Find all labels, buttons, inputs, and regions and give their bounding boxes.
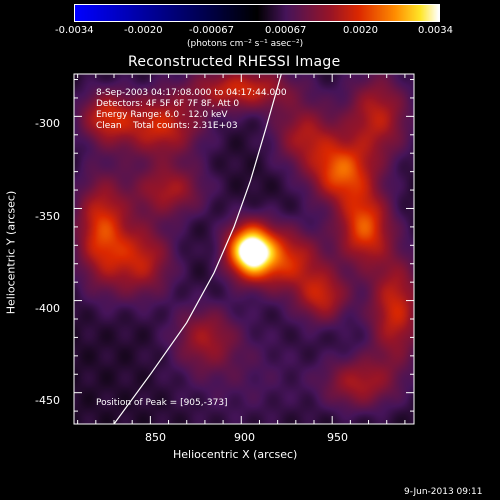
x-tick-label: 900 bbox=[234, 431, 255, 444]
y-tick-label: -400 bbox=[35, 302, 60, 315]
colorbar-units: (photons cm⁻² s⁻¹ asec⁻²) bbox=[187, 39, 304, 49]
colorbar-tick: -0.0034 bbox=[55, 25, 94, 36]
solar-limb-line bbox=[113, 73, 282, 425]
clean-counts-text: Clean Total counts: 2.31E+03 bbox=[96, 121, 238, 131]
time-range-text: 8-Sep-2003 04:17:08.000 to 04:17:44.000 bbox=[96, 88, 287, 98]
colorbar bbox=[74, 4, 440, 22]
x-axis-label: Heliocentric X (arcsec) bbox=[173, 448, 298, 461]
y-tick-label: -450 bbox=[35, 394, 60, 407]
colorbar-tick: 0.0034 bbox=[418, 25, 453, 36]
detectors-text: Detectors: 4F 5F 6F 7F 8F, Att 0 bbox=[96, 99, 240, 109]
footer-timestamp: 9-Jun-2013 09:11 bbox=[404, 487, 483, 497]
y-axis-label: Heliocentric Y (arcsec) bbox=[4, 190, 18, 315]
heatmap-image bbox=[74, 74, 414, 424]
colorbar-tick: -0.00067 bbox=[189, 25, 234, 36]
colorbar-tick: 0.00067 bbox=[265, 25, 307, 36]
chart-title: Reconstructed RHESSI Image bbox=[128, 54, 341, 70]
y-tick-label: -300 bbox=[35, 117, 60, 130]
x-tick-label: 850 bbox=[145, 431, 166, 444]
y-tick-label: -350 bbox=[35, 210, 60, 223]
peak-position-text: Position of Peak = [905,-373] bbox=[96, 398, 228, 408]
plot-border bbox=[73, 73, 415, 425]
x-tick-label: 950 bbox=[327, 431, 348, 444]
energy-range-text: Energy Range: 6.0 - 12.0 keV bbox=[96, 110, 228, 120]
colorbar-tick: 0.0020 bbox=[343, 25, 378, 36]
colorbar-tick: -0.0020 bbox=[124, 25, 163, 36]
